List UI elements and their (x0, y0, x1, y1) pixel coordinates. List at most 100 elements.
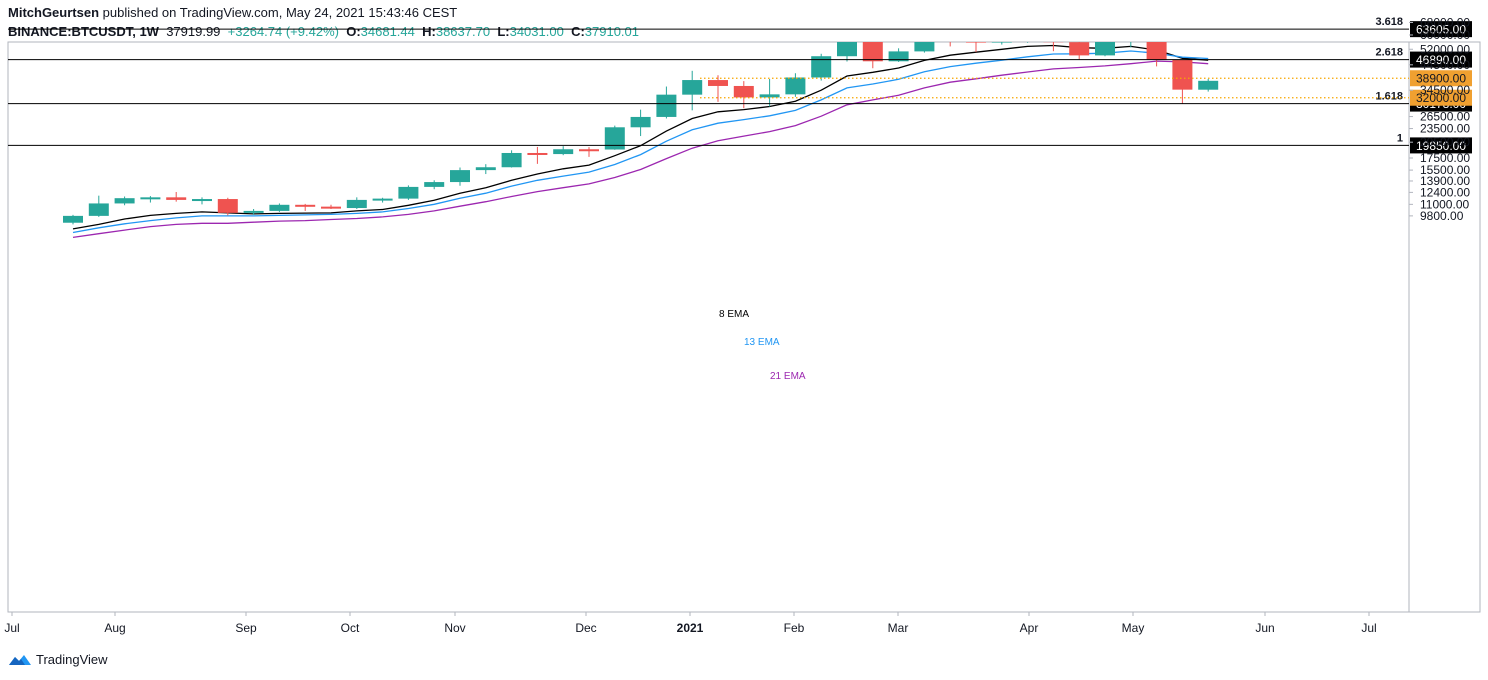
brand-name: TradingView (36, 652, 108, 667)
candle[interactable] (1146, 36, 1167, 67)
low-value: 34031.00 (509, 24, 564, 39)
close-label: C: (571, 24, 585, 39)
price-tag: 32000.00 (1410, 89, 1472, 106)
candle[interactable] (346, 197, 367, 209)
candle-body (630, 116, 651, 128)
candle[interactable] (217, 197, 238, 216)
candle[interactable] (1095, 39, 1115, 57)
time-tick-label: Feb (784, 621, 805, 635)
candle[interactable] (1018, 33, 1038, 43)
candle[interactable] (656, 86, 677, 119)
open-label: O: (346, 24, 361, 39)
candle[interactable] (166, 191, 187, 202)
price-tag-bg (1410, 21, 1472, 38)
candle[interactable] (1121, 37, 1141, 48)
candle[interactable] (501, 150, 522, 168)
candle[interactable] (604, 125, 625, 150)
price-tag: 19850.00 (1410, 137, 1472, 154)
candle-body (914, 42, 935, 52)
candle-body (398, 186, 419, 199)
candle[interactable] (759, 79, 780, 107)
candle[interactable] (914, 32, 935, 53)
candle[interactable] (837, 38, 857, 62)
candle[interactable] (785, 73, 806, 97)
candle-body (708, 80, 728, 86)
price-tick-label: 13900.00 (1420, 174, 1470, 188)
candle[interactable] (372, 197, 393, 203)
candle-body (166, 197, 187, 200)
candle[interactable] (553, 146, 574, 156)
candle[interactable] (398, 185, 419, 200)
price-tag-text: 19850.00 (1416, 139, 1466, 153)
candle-body (1069, 42, 1090, 56)
candle[interactable] (1043, 27, 1064, 52)
price-levels: 3.61863605.002.61846890.001.61830178.001… (8, 16, 1472, 154)
candle[interactable] (243, 208, 264, 215)
candle-body (269, 204, 290, 211)
candle[interactable] (966, 38, 986, 53)
candle-body (346, 199, 367, 209)
time-tick-label: Jun (1255, 621, 1274, 635)
ema-label-2: 13 EMA (744, 337, 780, 348)
author-name[interactable]: MitchGeurtsen (8, 5, 100, 20)
candle[interactable] (192, 197, 212, 205)
symbol-label[interactable]: BINANCE:BTCUSDT, 1W (8, 24, 159, 39)
candle[interactable] (682, 70, 703, 111)
candle[interactable] (708, 75, 728, 102)
candle[interactable] (140, 196, 161, 203)
candle[interactable] (940, 34, 960, 47)
candle[interactable] (450, 167, 470, 186)
candle-body (192, 199, 212, 202)
open-value: 34681.44 (360, 24, 415, 39)
price-tick-label: 60000.00 (1420, 28, 1470, 42)
candle-body (114, 198, 135, 204)
candle-body (527, 152, 548, 155)
candle[interactable] (811, 53, 832, 81)
candle[interactable] (862, 38, 883, 69)
candle[interactable] (991, 35, 1012, 45)
candle[interactable] (630, 109, 651, 137)
candle[interactable] (321, 204, 341, 209)
candle-body (321, 206, 341, 209)
candle-body (1121, 38, 1141, 41)
tradingview-logo-icon (9, 654, 31, 665)
tradingview-brand[interactable]: TradingView (8, 652, 108, 667)
time-tick-label: Oct (341, 621, 360, 635)
candle-body (837, 42, 857, 57)
time-tick-label: Apr (1020, 621, 1039, 635)
fib-ratio-label: 2.618 (1375, 47, 1403, 59)
candle[interactable] (424, 180, 445, 190)
price-tick-label: 12400.00 (1420, 185, 1470, 199)
candle-body (604, 127, 625, 150)
candle-body (372, 198, 393, 201)
price-tick-label: 34500.00 (1420, 83, 1470, 97)
candle-body (940, 37, 960, 40)
price-change: +3264.74 (+9.42%) (227, 24, 339, 39)
fib-ratio-label: 1 (1397, 132, 1403, 144)
candle[interactable] (63, 214, 83, 225)
candle-body (501, 152, 522, 168)
candle[interactable] (527, 146, 548, 164)
price-tick-label: 44500.00 (1420, 58, 1470, 72)
fib-ratio-label: 1.618 (1375, 91, 1403, 103)
candle-body (553, 149, 574, 155)
candle[interactable] (114, 196, 135, 206)
candle[interactable] (475, 164, 496, 175)
time-tick-label: Mar (888, 621, 909, 635)
candle-body (295, 204, 316, 207)
time-axis[interactable]: Jul Aug Sep Oct Nov Dec 2021 Feb Mar Apr May Jun Jul (4, 612, 1377, 635)
candle[interactable] (269, 203, 290, 212)
candle[interactable] (1198, 78, 1219, 92)
candle[interactable] (88, 195, 109, 217)
price-tag: 63605.00 (1410, 21, 1472, 38)
candle[interactable] (579, 147, 599, 157)
candle-body (966, 42, 986, 43)
candle[interactable] (1172, 59, 1193, 104)
ema-line-3 (72, 60, 1209, 239)
candles (63, 27, 1219, 225)
candle[interactable] (733, 81, 754, 109)
candle[interactable] (1069, 39, 1090, 60)
candle[interactable] (295, 203, 316, 211)
